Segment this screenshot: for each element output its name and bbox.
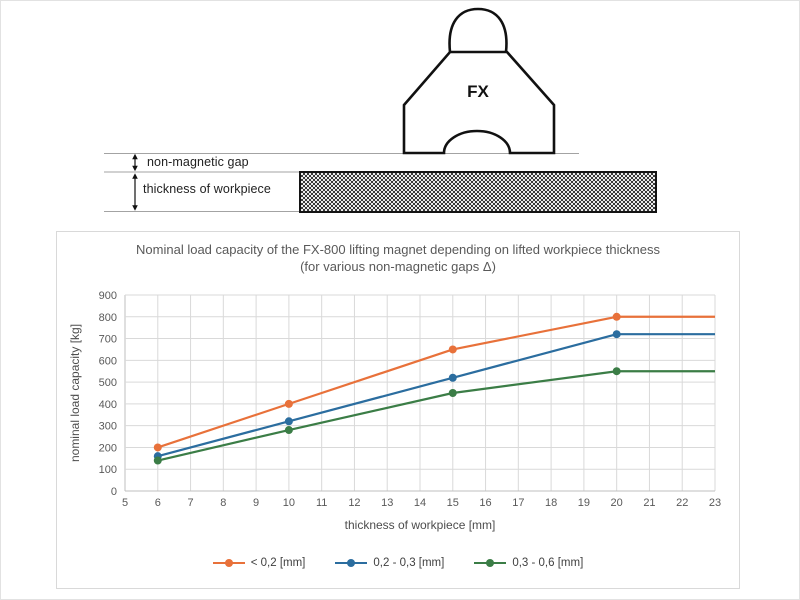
legend-label: 0,2 - 0,3 [mm] [373, 557, 445, 569]
x-tick-label: 10 [283, 497, 295, 509]
series-line [157, 333, 715, 458]
data-point [448, 373, 457, 382]
x-tick-label: 6 [155, 497, 161, 509]
legend-label: < 0,2 [mm] [250, 557, 306, 569]
data-point [284, 417, 293, 426]
y-tick-label: 600 [99, 355, 117, 367]
x-tick-label: 15 [447, 497, 459, 509]
y-tick-label: 500 [99, 377, 117, 389]
x-tick-label: 11 [316, 497, 327, 509]
legend-item: < 0,2 [mm] [212, 557, 306, 569]
non-magnetic-gap-label: non-magnetic gap [147, 155, 249, 169]
x-tick-label: 12 [348, 497, 360, 509]
legend-swatch [212, 558, 245, 567]
chart-title-line1: Nominal load capacity of the FX-800 lift… [136, 242, 660, 257]
data-point [284, 399, 293, 408]
magnet-body [402, 50, 556, 155]
y-tick-label: 100 [99, 464, 117, 476]
legend-item: 0,3 - 0,6 [mm] [474, 557, 583, 569]
workpiece-thickness-label: thickness of workpiece [143, 182, 271, 196]
series-layer [153, 312, 715, 465]
thickness-dimension-arrow [132, 173, 138, 211]
y-tick-label: 400 [99, 399, 117, 411]
workpiece-hatched-bar [299, 171, 657, 213]
x-axis-title: thickness of workpiece [mm] [345, 518, 496, 532]
x-tick-label: 8 [220, 497, 226, 509]
x-tick-label: 16 [479, 497, 491, 509]
lifting-magnet-shape: FX [402, 7, 556, 155]
chart-title-line2: (for various non-magnetic gaps Δ) [300, 259, 496, 274]
data-point [448, 389, 457, 397]
legend-marker-dot [486, 558, 495, 567]
y-tick-label: 800 [99, 312, 117, 324]
y-tick-label: 700 [99, 334, 117, 346]
x-tick-label: 21 [643, 497, 655, 509]
x-tick-label: 5 [122, 497, 128, 509]
y-tick-label: 300 [99, 421, 117, 433]
legend-marker-dot [224, 558, 233, 567]
y-tick-label: 900 [99, 290, 117, 302]
data-point [153, 456, 162, 465]
x-tick-label: 23 [709, 497, 721, 509]
data-point [612, 330, 621, 339]
chart-legend: < 0,2 [mm] 0,2 - 0,3 [mm] 0,3 - 0,6 [mm] [57, 552, 739, 574]
data-point [284, 426, 293, 435]
magnet-hook-dome [448, 7, 508, 53]
magnet-model-label: FX [467, 82, 489, 101]
data-point [612, 367, 621, 376]
x-tick-label: 13 [381, 497, 393, 509]
legend-swatch [474, 558, 507, 567]
legend-item: 0,2 - 0,3 [mm] [335, 557, 444, 569]
x-tick-label: 22 [676, 497, 688, 509]
chart-title: Nominal load capacity of the FX-800 lift… [57, 241, 739, 275]
tick-layer: 5 6 7 8 9 10 11 12 13 14 15 16 17 18 19 20 21 22 23 0 100 200… [99, 290, 721, 509]
x-tick-label: 9 [253, 497, 259, 509]
y-tick-label: 0 [111, 486, 117, 498]
y-axis-title: nominal load capacity [kg] [68, 324, 82, 462]
data-point [153, 443, 162, 452]
data-point [612, 312, 621, 321]
load-capacity-chart-card: Nominal load capacity of the FX-800 lift… [56, 231, 740, 589]
magnet-diagram: FX [104, 7, 656, 212]
x-tick-label: 20 [611, 497, 623, 509]
x-tick-label: 18 [545, 497, 557, 509]
legend-label: 0,3 - 0,6 [mm] [512, 557, 584, 569]
x-tick-label: 19 [578, 497, 590, 509]
x-tick-label: 7 [187, 497, 193, 509]
legend-marker-dot [347, 558, 356, 567]
x-tick-label: 14 [414, 497, 426, 509]
grid-layer [124, 294, 716, 492]
legend-swatch [335, 558, 368, 567]
x-tick-label: 17 [512, 497, 524, 509]
load-capacity-chart: 5 6 7 8 9 10 11 12 13 14 15 16 17 18 19 20 21 22 23 0 100 200… [68, 290, 721, 532]
y-tick-label: 200 [99, 442, 117, 454]
data-point [448, 345, 457, 354]
gap-dimension-arrow [132, 153, 138, 172]
